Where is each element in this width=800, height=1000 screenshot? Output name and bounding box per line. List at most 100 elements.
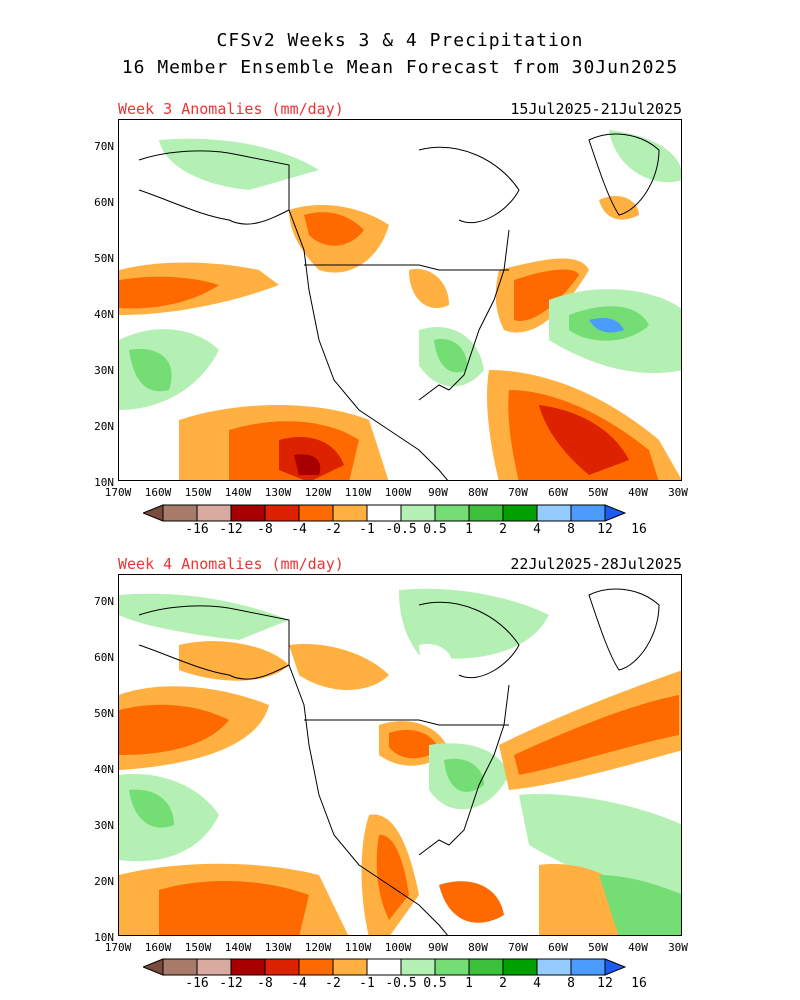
colorbar-tick-label: 0.5 (423, 522, 447, 537)
lon-tick: 30W (668, 486, 688, 499)
colorbar-swatch (298, 504, 334, 522)
colorbar-tick-label: 16 (631, 522, 647, 537)
colorbar-swatch (196, 958, 232, 976)
colorbar-swatch (434, 958, 470, 976)
lat-tick: 30N (94, 819, 114, 832)
lon-tick: 50W (588, 486, 608, 499)
colorbar-swatch (264, 958, 300, 976)
colorbar-tick-label: 2 (499, 522, 507, 537)
lon-tick: 120W (304, 941, 332, 954)
colorbar-tick-label: -2 (325, 976, 341, 991)
colorbar-swatch (604, 958, 627, 976)
lon-tick: 30W (668, 941, 688, 954)
colorbar-week3 (141, 503, 659, 527)
colorbar-swatches (141, 958, 627, 976)
lon-tick: 140W (224, 941, 252, 954)
main-title-line1: CFSv2 Weeks 3 & 4 Precipitation (216, 30, 584, 51)
colorbar-tick-label: 12 (597, 976, 613, 991)
colorbar-tick-label: 8 (567, 976, 575, 991)
panel1-label: Week 3 Anomalies (mm/day) (118, 100, 344, 118)
lon-tick: 70W (508, 941, 528, 954)
colorbar-swatch (264, 504, 300, 522)
lon-tick: 100W (384, 941, 412, 954)
colorbar-swatch (570, 958, 606, 976)
colorbar-tick-label: 1 (465, 522, 473, 537)
lon-tick: 80W (468, 941, 488, 954)
colorbar-swatch (604, 504, 627, 522)
colorbar-swatches (141, 504, 627, 522)
lon-tick: 70W (508, 486, 528, 499)
lon-tick: 160W (144, 941, 172, 954)
colorbar-tick-label: 16 (631, 976, 647, 991)
lon-tick: 150W (184, 486, 212, 499)
lat-tick: 10N (94, 476, 114, 489)
coastlines (138, 133, 660, 480)
lon-tick: 110W (344, 941, 372, 954)
colorbar-swatch (162, 504, 198, 522)
colorbar-tick-label: -4 (291, 522, 307, 537)
colorbar-tick-label: -4 (291, 976, 307, 991)
colorbar-tick-label: -12 (219, 522, 243, 537)
coastlines (138, 588, 660, 935)
lon-tick: 130W (264, 941, 292, 954)
lon-tick: 170W (104, 486, 132, 499)
colorbar-swatch (332, 504, 368, 522)
lat-tick: 30N (94, 364, 114, 377)
lon-tick: 130W (264, 486, 292, 499)
colorbar-tick-label: 1 (465, 976, 473, 991)
colorbar-tick-label: 0.5 (423, 976, 447, 991)
colorbar-swatch (502, 958, 538, 976)
week4-map (118, 574, 682, 936)
lon-tick: 60W (548, 941, 568, 954)
lon-tick: 80W (468, 486, 488, 499)
colorbar-swatch (141, 504, 164, 522)
lon-tick: 110W (344, 486, 372, 499)
lon-tick: 40W (628, 941, 648, 954)
week3-map-svg (119, 130, 681, 480)
lat-tick: 60N (94, 196, 114, 209)
colorbar-tick-label: 4 (533, 976, 541, 991)
colorbar-tick-label: -0.5 (385, 522, 417, 537)
colorbar-swatch (366, 504, 402, 522)
lon-tick: 120W (304, 486, 332, 499)
precip-anomaly-fields (119, 130, 681, 480)
panel2-label: Week 4 Anomalies (mm/day) (118, 555, 344, 573)
lon-tick: 170W (104, 941, 132, 954)
colorbar-swatch (468, 504, 504, 522)
lat-tick: 20N (94, 875, 114, 888)
lon-tick: 160W (144, 486, 172, 499)
colorbar-tick-label: 8 (567, 522, 575, 537)
colorbar-tick-label: -0.5 (385, 976, 417, 991)
colorbar-tick-label: -8 (257, 976, 273, 991)
lat-tick: 60N (94, 651, 114, 664)
colorbar-tick-label: -12 (219, 976, 243, 991)
colorbar-swatch (196, 504, 232, 522)
colorbar-tick-label: -16 (185, 976, 209, 991)
lat-tick: 40N (94, 763, 114, 776)
lat-tick: 50N (94, 252, 114, 265)
colorbar-swatch (434, 504, 470, 522)
colorbar-swatch (536, 958, 572, 976)
colorbar-tick-label: -8 (257, 522, 273, 537)
colorbar-tick-label: -1 (359, 522, 375, 537)
colorbar-swatch (162, 958, 198, 976)
colorbar-tick-label: -2 (325, 522, 341, 537)
lat-tick: 70N (94, 595, 114, 608)
lon-tick: 100W (384, 486, 412, 499)
colorbar-swatch (366, 958, 402, 976)
lon-tick: 40W (628, 486, 648, 499)
lat-tick: 50N (94, 707, 114, 720)
colorbar-tick-label: 2 (499, 976, 507, 991)
lon-tick: 140W (224, 486, 252, 499)
colorbar-swatch (332, 958, 368, 976)
colorbar-swatch (141, 958, 164, 976)
panel2-date-range: 22Jul2025-28Jul2025 (510, 555, 682, 573)
colorbar-swatch (230, 504, 266, 522)
colorbar-swatch (230, 958, 266, 976)
colorbar-tick-label: 4 (533, 522, 541, 537)
precip-anomaly-fields (119, 588, 681, 935)
lat-tick: 40N (94, 308, 114, 321)
colorbar-swatch (468, 958, 504, 976)
lat-tick: 70N (94, 140, 114, 153)
colorbar-swatch (570, 504, 606, 522)
